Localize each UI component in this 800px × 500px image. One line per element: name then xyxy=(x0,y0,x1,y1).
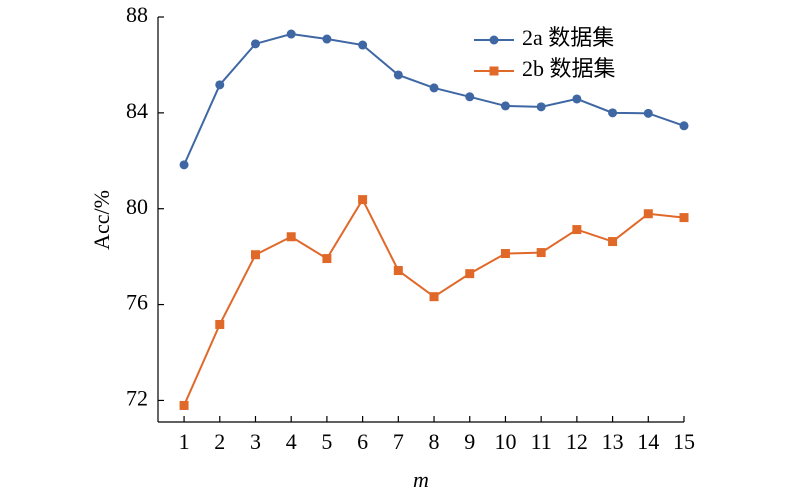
x-tick-label: 1 xyxy=(179,429,190,454)
data-point xyxy=(215,319,225,329)
data-point xyxy=(250,250,260,260)
x-tick-label: 5 xyxy=(321,429,332,454)
data-point xyxy=(643,108,653,118)
data-point xyxy=(572,94,582,104)
series-line xyxy=(183,32,685,166)
data-point xyxy=(179,400,189,410)
data-point xyxy=(286,232,296,242)
data-point xyxy=(393,266,403,276)
y-tick-label: 72 xyxy=(126,385,148,410)
x-tick-label: 2 xyxy=(214,429,225,454)
data-point xyxy=(179,160,189,170)
x-tick-label: 9 xyxy=(464,429,475,454)
x-tick-label: 12 xyxy=(566,429,588,454)
y-axis-title: Acc/% xyxy=(89,190,114,250)
data-point xyxy=(489,66,499,76)
data-point xyxy=(489,35,499,45)
y-tick-label: 88 xyxy=(126,2,148,27)
x-tick-label: 15 xyxy=(673,429,695,454)
data-point xyxy=(322,254,332,264)
data-point xyxy=(465,92,475,102)
x-tick-label: 4 xyxy=(286,429,297,454)
data-point xyxy=(286,29,296,39)
data-point xyxy=(536,248,546,258)
data-point xyxy=(358,40,368,50)
data-point xyxy=(679,213,689,223)
x-tick-label: 10 xyxy=(494,429,516,454)
data-point xyxy=(572,225,582,235)
x-tick-label: 8 xyxy=(429,429,440,454)
y-tick-label: 76 xyxy=(126,290,148,315)
x-axis-title: m xyxy=(413,467,429,492)
x-tick-label: 6 xyxy=(357,429,368,454)
data-point xyxy=(608,108,618,118)
data-point xyxy=(429,292,439,302)
data-point xyxy=(500,101,510,111)
data-point xyxy=(215,80,225,90)
series-line xyxy=(183,197,685,406)
data-point xyxy=(250,39,260,49)
x-tick-label: 14 xyxy=(637,429,659,454)
data-point xyxy=(358,195,368,205)
x-tick-label: 7 xyxy=(393,429,404,454)
x-tick-label: 11 xyxy=(531,429,552,454)
data-point xyxy=(679,121,689,131)
x-tick-label: 3 xyxy=(250,429,261,454)
data-point xyxy=(429,83,439,93)
x-tick-label: 13 xyxy=(602,429,624,454)
y-tick-label: 80 xyxy=(126,194,148,219)
data-point xyxy=(322,34,332,44)
data-point xyxy=(465,269,475,279)
data-point xyxy=(393,70,403,80)
data-point xyxy=(608,237,618,247)
data-point xyxy=(643,209,653,219)
y-tick-label: 84 xyxy=(126,98,148,123)
data-point xyxy=(536,102,546,112)
legend-label: 2b 数据集 xyxy=(522,56,616,81)
data-point xyxy=(500,249,510,259)
legend-label: 2a 数据集 xyxy=(522,25,614,50)
